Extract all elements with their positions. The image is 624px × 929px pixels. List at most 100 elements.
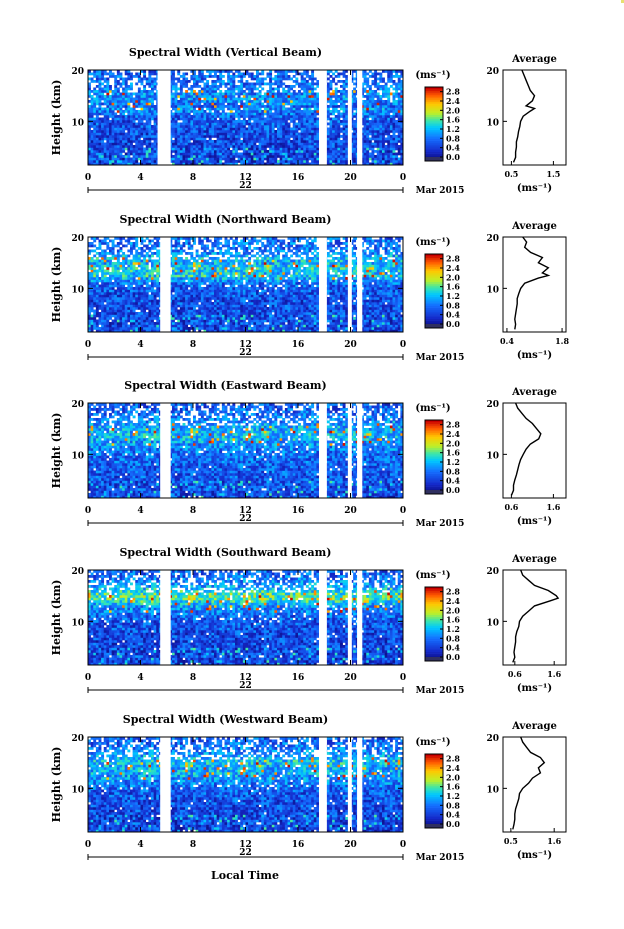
heatmap-cell	[293, 123, 296, 126]
heatmap-cell	[96, 115, 99, 118]
heatmap-cell	[238, 105, 241, 108]
heatmap-cell	[133, 113, 136, 116]
heatmap-cell	[188, 98, 191, 101]
heatmap-cell	[151, 110, 154, 113]
heatmap-cell	[201, 125, 204, 128]
heatmap-cell	[217, 93, 220, 96]
heatmap-cell	[285, 133, 288, 136]
heatmap-cell	[91, 290, 94, 293]
heatmap-cell	[235, 123, 238, 126]
heatmap-cell	[151, 272, 154, 275]
heatmap-cell	[264, 155, 267, 158]
heatmap-cell	[201, 160, 204, 163]
heatmap-cell	[193, 140, 196, 143]
heatmap-cell	[96, 265, 99, 268]
heatmap-cell	[306, 160, 309, 163]
heatmap-cell	[298, 128, 301, 131]
heatmap-cell	[269, 143, 272, 146]
heatmap-cell	[135, 270, 138, 273]
heatmap-cell	[219, 130, 222, 133]
heatmap-cell	[109, 148, 112, 151]
heatmap-cell	[372, 110, 375, 113]
heatmap-cell	[256, 108, 259, 111]
heatmap-cell	[109, 145, 112, 148]
heatmap-cell	[146, 90, 149, 93]
heatmap-cell	[251, 88, 254, 91]
heatmap-cell	[311, 90, 314, 93]
heatmap-cell	[120, 123, 123, 126]
heatmap-cell	[148, 325, 151, 328]
heatmap-cell	[112, 148, 115, 151]
heatmap-cell	[272, 105, 275, 108]
heatmap-cell	[130, 115, 133, 118]
heatmap-cell	[306, 138, 309, 141]
heatmap-cell	[188, 130, 191, 133]
heatmap-cell	[104, 315, 107, 318]
heatmap-cell	[280, 113, 283, 116]
colorbar-segment	[425, 117, 443, 119]
heatmap-cell	[211, 140, 214, 143]
heatmap-cell	[285, 115, 288, 118]
heatmap-cell	[280, 150, 283, 153]
heatmap-cell	[138, 135, 141, 138]
heatmap-cell	[138, 145, 141, 148]
heatmap-cell	[193, 155, 196, 158]
heatmap-cell	[130, 277, 133, 280]
heatmap-cell	[285, 158, 288, 161]
heatmap-cell	[235, 103, 238, 106]
heatmap-cell	[353, 148, 356, 151]
heatmap-cell	[106, 287, 109, 290]
heatmap-cell	[345, 78, 348, 81]
heatmap-cell	[193, 148, 196, 151]
heatmap-cell	[345, 75, 348, 78]
heatmap-cell	[374, 113, 377, 116]
heatmap-cell	[93, 250, 96, 253]
heatmap-cell	[96, 297, 99, 300]
heatmap-cell	[382, 120, 385, 123]
heatmap-cell	[104, 270, 107, 273]
heatmap-cell	[246, 83, 249, 86]
heatmap-cell	[267, 108, 270, 111]
heatmap-cell	[366, 78, 369, 81]
heatmap-cell	[93, 317, 96, 320]
heatmap-cell	[238, 140, 241, 143]
heatmap-cell	[327, 138, 330, 141]
heatmap-cell	[372, 158, 375, 161]
heatmap-cell	[295, 125, 298, 128]
heatmap-cell	[204, 155, 207, 158]
heatmap-cell	[353, 133, 356, 136]
heatmap-cell	[253, 100, 256, 103]
heatmap-cell	[96, 150, 99, 153]
heatmap-cell	[366, 155, 369, 158]
heatmap-cell	[217, 148, 220, 151]
heatmap-cell	[141, 153, 144, 156]
heatmap-cell	[364, 95, 367, 98]
heatmap-cell	[104, 138, 107, 141]
heatmap-cell	[125, 270, 128, 273]
heatmap-cell	[104, 103, 107, 106]
heatmap-cell	[248, 153, 251, 156]
heatmap-cell	[185, 133, 188, 136]
heatmap-cell	[382, 155, 385, 158]
heatmap-cell	[309, 105, 312, 108]
heatmap-cell	[366, 128, 369, 131]
heatmap-cell	[345, 135, 348, 138]
heatmap-cell	[222, 105, 225, 108]
heatmap-cell	[295, 148, 298, 151]
heatmap-cell	[135, 125, 138, 128]
heatmap-cell	[398, 145, 401, 148]
heatmap-cell	[143, 103, 146, 106]
heatmap-cell	[96, 320, 99, 323]
heatmap-cell	[277, 140, 280, 143]
heatmap-cell	[395, 90, 398, 93]
heatmap-cell	[382, 80, 385, 83]
heatmap-cell	[372, 75, 375, 78]
heatmap-cell	[335, 115, 338, 118]
heatmap-cell	[93, 125, 96, 128]
heatmap-cell	[122, 245, 125, 248]
heatmap-cell	[288, 150, 291, 153]
heatmap-cell	[248, 83, 251, 86]
heatmap-cell	[122, 90, 125, 93]
heatmap-cell	[172, 103, 175, 106]
heatmap-cell	[230, 115, 233, 118]
